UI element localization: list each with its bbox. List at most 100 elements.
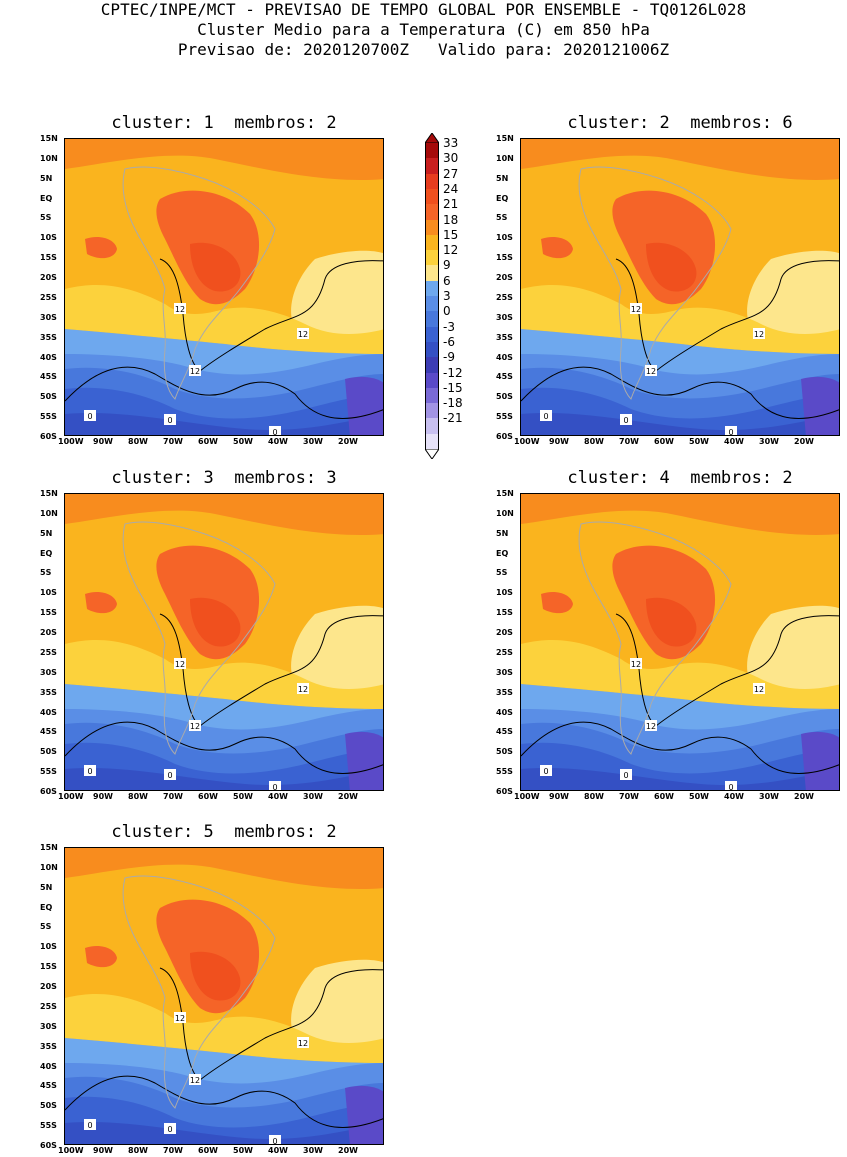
svg-text:0: 0 xyxy=(167,1125,172,1134)
lat-tick-label: 30S xyxy=(496,312,513,322)
lat-tick-label: 40S xyxy=(496,707,513,717)
isotherm-line xyxy=(521,721,839,774)
subtitle: Cluster Medio para a Temperatura (C) em … xyxy=(197,20,650,39)
lat-tick-label: 15S xyxy=(496,253,513,263)
lon-tick-label: 40W xyxy=(268,1146,288,1155)
contour-label: 0 xyxy=(269,781,281,790)
svg-text:12: 12 xyxy=(298,1039,308,1048)
lon-tick-label: 40W xyxy=(268,792,288,801)
lat-tick-label: 5S xyxy=(40,922,52,932)
contour-label: 0 xyxy=(540,410,552,421)
lon-tick-label: 100W xyxy=(514,792,540,801)
lat-tick-label: 20S xyxy=(40,273,57,283)
lon-tick-label: 70W xyxy=(163,792,183,801)
lon-tick-label: 80W xyxy=(128,1146,148,1155)
lat-tick-label: 35S xyxy=(40,332,57,342)
lon-tick-label: 80W xyxy=(128,792,148,801)
map-canvas: 12 12 12 0 0 0 xyxy=(521,494,839,790)
lat-tick-label: 20S xyxy=(496,273,513,283)
isotherm-line xyxy=(65,721,383,774)
svg-text:12: 12 xyxy=(175,305,185,314)
colorbar-label: 30 xyxy=(443,151,459,166)
lon-tick-label: 70W xyxy=(163,1146,183,1155)
lat-tick-label: 25S xyxy=(496,647,513,657)
main-title: CPTEC/INPE/MCT - PREVISAO DE TEMPO GLOBA… xyxy=(100,0,747,19)
lon-tick-label: 20W xyxy=(338,1146,358,1155)
contour-label: 0 xyxy=(620,769,632,780)
lat-tick-label: 15S xyxy=(40,962,57,972)
colorbar-label: -12 xyxy=(443,365,463,380)
lat-tick-label: 10N xyxy=(40,862,58,872)
coastline xyxy=(122,875,276,1109)
colorbar-segment xyxy=(425,296,439,312)
lat-tick-label: EQ xyxy=(40,193,53,203)
svg-text:12: 12 xyxy=(298,685,308,694)
contour-label: 12 xyxy=(753,328,765,339)
lat-tick-label: 50S xyxy=(496,392,513,402)
lon-tick-label: 40W xyxy=(724,792,744,801)
lat-tick-label: 30S xyxy=(40,312,57,322)
lon-tick-label: 60W xyxy=(198,792,218,801)
temperature-region xyxy=(541,592,573,614)
temperature-map-3: 12 12 12 0 0 0 xyxy=(64,493,384,791)
colorbar-label: 3 xyxy=(443,289,451,303)
lon-tick-label: 90W xyxy=(549,792,569,801)
lat-tick-label: 45S xyxy=(40,372,57,382)
colorbar-segment xyxy=(425,357,439,373)
lat-tick-label: 35S xyxy=(40,1041,57,1051)
lat-tick-label: 5N xyxy=(496,528,509,538)
temperature-region xyxy=(85,592,117,614)
colorbar-segment xyxy=(425,372,439,389)
colorbar-segment xyxy=(425,433,439,450)
temperature-region xyxy=(85,237,117,259)
lat-tick-label: 10N xyxy=(496,508,514,518)
temperature-region xyxy=(190,951,241,1001)
lat-tick-label: 55S xyxy=(496,767,513,777)
lat-tick-label: 15N xyxy=(40,489,58,498)
lon-tick-label: 50W xyxy=(689,437,709,446)
temperature-map-5: 12 12 12 0 0 0 xyxy=(64,847,384,1145)
svg-text:12: 12 xyxy=(190,722,200,731)
map-canvas: 12 12 12 0 0 0 xyxy=(65,848,383,1145)
temperature-region xyxy=(65,767,383,790)
lat-tick-label: 5S xyxy=(496,213,508,223)
lon-tick-label: 100W xyxy=(58,792,84,801)
temperature-region xyxy=(190,597,241,647)
lat-tick-label: EQ xyxy=(496,193,509,203)
lon-tick-label: 70W xyxy=(619,792,639,801)
temperature-region xyxy=(65,848,383,889)
svg-text:0: 0 xyxy=(543,767,548,776)
lat-tick-label: 10N xyxy=(40,508,58,518)
lat-tick-label: 60S xyxy=(496,432,513,441)
colorbar-segment xyxy=(425,311,439,328)
lon-tick-label: 80W xyxy=(584,437,604,446)
lon-tick-label: 30W xyxy=(759,792,779,801)
lon-tick-label: 30W xyxy=(303,437,323,446)
contour-label: 0 xyxy=(164,769,176,780)
lat-tick-label: 30S xyxy=(496,667,513,677)
isotherm-line xyxy=(521,366,839,419)
lon-tick-label: 50W xyxy=(233,1146,253,1155)
colorbar-segment xyxy=(425,387,439,404)
svg-text:12: 12 xyxy=(631,660,641,669)
svg-text:0: 0 xyxy=(272,1137,277,1145)
contour-label: 0 xyxy=(164,1123,176,1134)
temperature-region xyxy=(65,1121,383,1144)
lat-tick-label: 55S xyxy=(40,412,57,422)
colorbar-label: 33 xyxy=(443,136,459,150)
lon-tick-label: 60W xyxy=(654,792,674,801)
lat-tick-label: 45S xyxy=(496,727,513,737)
lon-tick-label: 20W xyxy=(794,437,814,446)
lon-tick-label: 80W xyxy=(584,792,604,801)
lon-tick-label: 20W xyxy=(338,792,358,801)
coastline xyxy=(122,521,276,755)
temperature-region xyxy=(747,605,839,694)
contour-label: 12 xyxy=(645,365,657,376)
contour-label: 0 xyxy=(269,426,281,435)
lat-tick-label: 25S xyxy=(40,292,57,302)
lat-tick-label: 45S xyxy=(496,372,513,382)
lat-tick-label: 25S xyxy=(40,647,57,657)
lat-tick-label: EQ xyxy=(40,548,53,558)
lat-tick-label: 50S xyxy=(40,1101,57,1111)
lon-tick-label: 100W xyxy=(514,437,540,446)
